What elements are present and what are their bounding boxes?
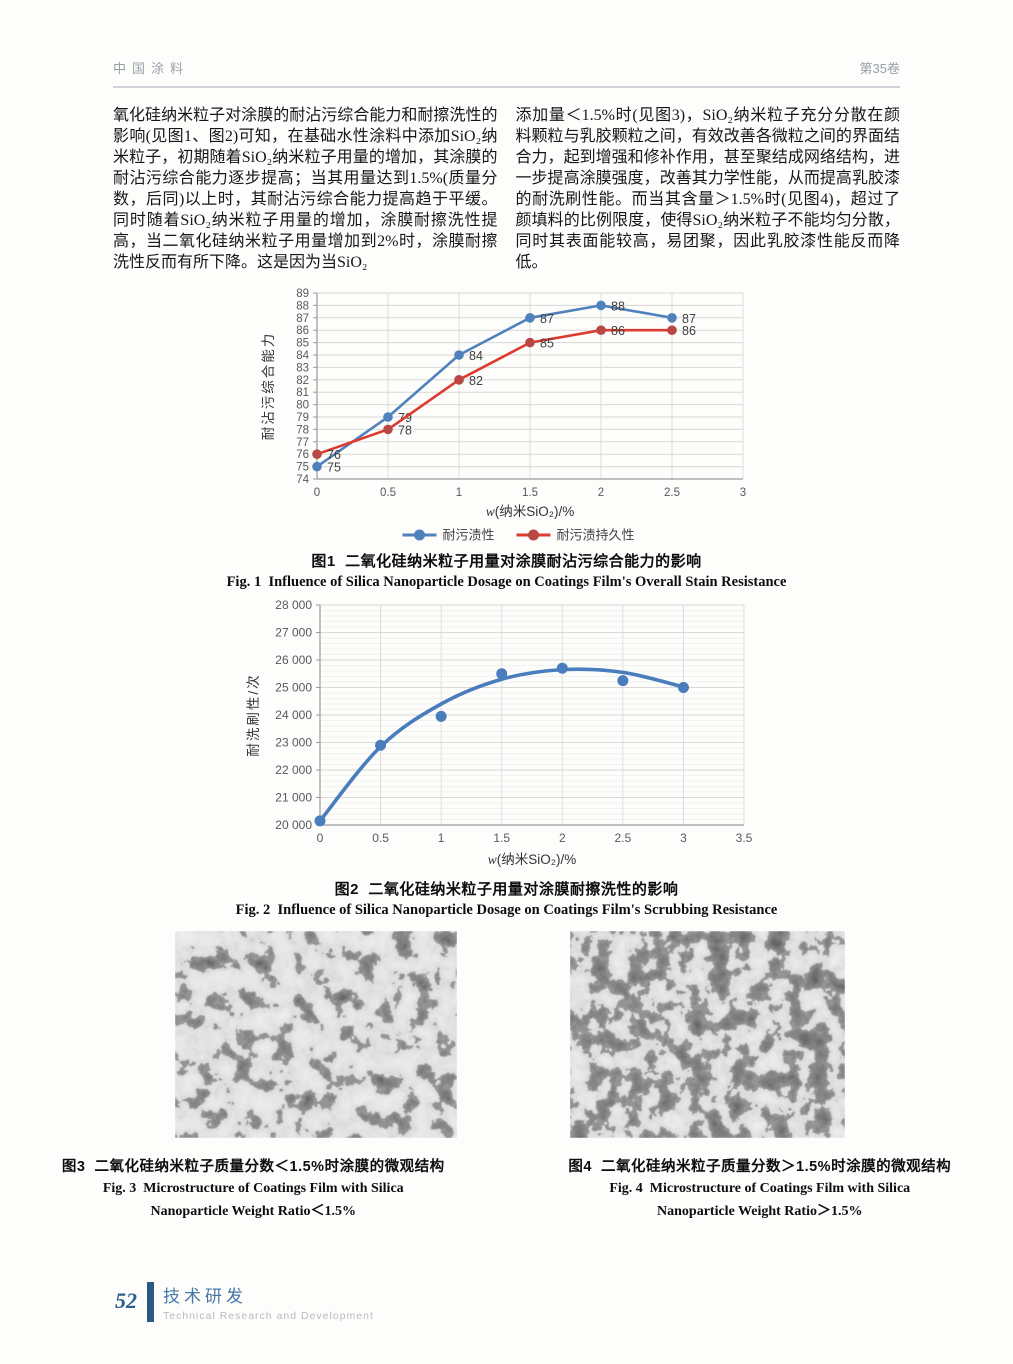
svg-text:1: 1 <box>437 831 444 845</box>
svg-text:28 000: 28 000 <box>275 598 312 612</box>
svg-text:86: 86 <box>682 324 696 338</box>
svg-text:23 000: 23 000 <box>275 736 312 750</box>
fig3-caption-en-line1: Fig. 3 Microstructure of Coatings Film w… <box>102 1181 404 1196</box>
figure-1: 0 0.5 1 1.5 2 2.5 3 74 75 76 77 78 79 80 81 82 83 84 85 86 8… <box>0 287 1013 591</box>
journal-title: 中国涂料 <box>113 61 190 76</box>
body-text: 氧化硅纳米粒子对涂膜的耐沾污综合能力和耐擦洗性的影响(见图1、图2)可知，在基础… <box>113 105 900 273</box>
page-header: 中国涂料 第35卷 <box>113 58 900 88</box>
svg-text:80: 80 <box>296 400 309 412</box>
fig4-caption-zh: 图4 二氧化硅纳米粒子质量分数＞1.5%时涂膜的微观结构 <box>568 1159 952 1175</box>
svg-text:w(纳米SiO₂)/%: w(纳米SiO₂)/% <box>485 504 574 519</box>
svg-text:89: 89 <box>296 288 309 300</box>
svg-text:24 000: 24 000 <box>275 708 312 722</box>
page-number: 52 <box>115 1288 137 1313</box>
svg-text:3.5: 3.5 <box>735 831 752 845</box>
svg-text:1.5: 1.5 <box>493 831 510 845</box>
figure-4-caption: 图4 二氧化硅纳米粒子质量分数＞1.5%时涂膜的微观结构 Fig. 4 Micr… <box>507 1150 1013 1222</box>
svg-text:88: 88 <box>296 300 309 312</box>
svg-text:78: 78 <box>296 424 309 436</box>
svg-text:耐污渍性: 耐污渍性 <box>442 528 494 543</box>
svg-text:1.5: 1.5 <box>522 487 538 499</box>
figure-3-caption: 图3 二氧化硅纳米粒子质量分数＜1.5%时涂膜的微观结构 Fig. 3 Micr… <box>0 1150 507 1222</box>
footer-section: 技术研发 Technical Research and Development <box>163 1282 374 1322</box>
svg-text:79: 79 <box>296 412 309 424</box>
fig4-caption-en-line1: Fig. 4 Microstructure of Coatings Film w… <box>609 1181 911 1196</box>
svg-text:82: 82 <box>469 374 483 388</box>
footer-section-en: Technical Research and Development <box>163 1310 374 1322</box>
fig3-micrograph-image <box>175 931 457 1138</box>
svg-text:85: 85 <box>540 337 554 351</box>
svg-text:84: 84 <box>296 350 309 362</box>
fig1-caption-zh: 图1 二氧化硅纳米粒子用量对涂膜耐沾污综合能力的影响 <box>311 553 702 570</box>
svg-text:21 000: 21 000 <box>275 791 312 805</box>
page-footer: 52 技术研发 Technical Research and Developme… <box>113 1282 374 1322</box>
svg-text:87: 87 <box>682 312 696 326</box>
fig2-caption-zh: 图2 二氧化硅纳米粒子用量对涂膜耐擦洗性的影响 <box>334 881 679 898</box>
fig3-caption-zh: 图3 二氧化硅纳米粒子质量分数＜1.5%时涂膜的微观结构 <box>61 1159 445 1175</box>
footer-accent-bar <box>147 1282 154 1322</box>
svg-text:78: 78 <box>398 423 412 437</box>
svg-text:耐沾污综合能力: 耐沾污综合能力 <box>261 332 276 441</box>
svg-text:3: 3 <box>739 487 745 499</box>
svg-text:76: 76 <box>327 448 341 462</box>
svg-text:76: 76 <box>296 449 309 461</box>
figure-2: 0 0.5 1 1.5 2 2.5 3 3.5 20 000 21 000 22 000 23 000… <box>0 597 1013 919</box>
svg-text:74: 74 <box>296 474 309 486</box>
svg-text:2.5: 2.5 <box>664 487 680 499</box>
svg-text:w(纳米SiO₂)/%: w(纳米SiO₂)/% <box>487 852 576 867</box>
svg-text:20 000: 20 000 <box>275 818 312 832</box>
svg-text:82: 82 <box>296 375 309 387</box>
svg-text:77: 77 <box>296 437 309 449</box>
fig4-micrograph-image <box>570 931 845 1138</box>
svg-text:1: 1 <box>455 487 461 499</box>
svg-text:0.5: 0.5 <box>380 487 396 499</box>
volume-label: 第35卷 <box>859 61 900 76</box>
svg-text:27 000: 27 000 <box>275 626 312 640</box>
svg-text:83: 83 <box>296 362 309 374</box>
svg-text:0: 0 <box>316 831 323 845</box>
svg-text:86: 86 <box>296 325 309 337</box>
svg-text:0: 0 <box>313 487 319 499</box>
fig4-caption-en-line2: Nanoparticle Weight Ratio＞1.5% <box>657 1204 863 1219</box>
svg-text:81: 81 <box>296 387 309 399</box>
svg-text:0.5: 0.5 <box>372 831 389 845</box>
micrograph-captions: 图3 二氧化硅纳米粒子质量分数＜1.5%时涂膜的微观结构 Fig. 3 Micr… <box>0 1150 1013 1222</box>
svg-text:87: 87 <box>296 313 309 325</box>
svg-text:84: 84 <box>469 349 483 363</box>
svg-text:88: 88 <box>611 299 625 313</box>
svg-text:3: 3 <box>680 831 687 845</box>
svg-text:2.5: 2.5 <box>614 831 631 845</box>
fig1-line-chart: 0 0.5 1 1.5 2 2.5 3747576777879808182838485868… <box>261 288 746 543</box>
svg-text:2: 2 <box>597 487 603 499</box>
svg-text:85: 85 <box>296 338 309 350</box>
svg-text:87: 87 <box>540 312 554 326</box>
body-right-column: 添加量＜1.5%时(见图3)，SiO₂纳米粒子充分分散在颜料颗粒与乳胶颗粒之间，… <box>515 107 901 271</box>
fig1-caption-en: Fig. 1 Influence of Silica Nanoparticle … <box>226 574 787 590</box>
svg-text:75: 75 <box>327 461 341 475</box>
svg-text:75: 75 <box>296 462 309 474</box>
footer-section-zh: 技术研发 <box>163 1287 247 1306</box>
svg-text:86: 86 <box>611 324 625 338</box>
fig2-scatter-chart: 0 0.5 1 1.5 2 2.5 3 3.5 20 000 21 000 22 000 23 000… <box>246 598 753 867</box>
fig2-caption-en: Fig. 2 Influence of Silica Nanoparticle … <box>235 902 778 918</box>
svg-text:2: 2 <box>558 831 565 845</box>
svg-text:耐污渍持久性: 耐污渍持久性 <box>556 528 634 543</box>
fig3-caption-en-line2: Nanoparticle Weight Ratio＜1.5% <box>150 1204 356 1219</box>
svg-text:22 000: 22 000 <box>275 763 312 777</box>
svg-text:26 000: 26 000 <box>275 653 312 667</box>
svg-text:耐洗刷性/次: 耐洗刷性/次 <box>246 673 261 756</box>
body-left-column: 氧化硅纳米粒子对涂膜的耐沾污综合能力和耐擦洗性的影响(见图1、图2)可知，在基础… <box>113 107 498 271</box>
svg-text:25 000: 25 000 <box>275 681 312 695</box>
micrograph-row <box>175 931 845 1138</box>
